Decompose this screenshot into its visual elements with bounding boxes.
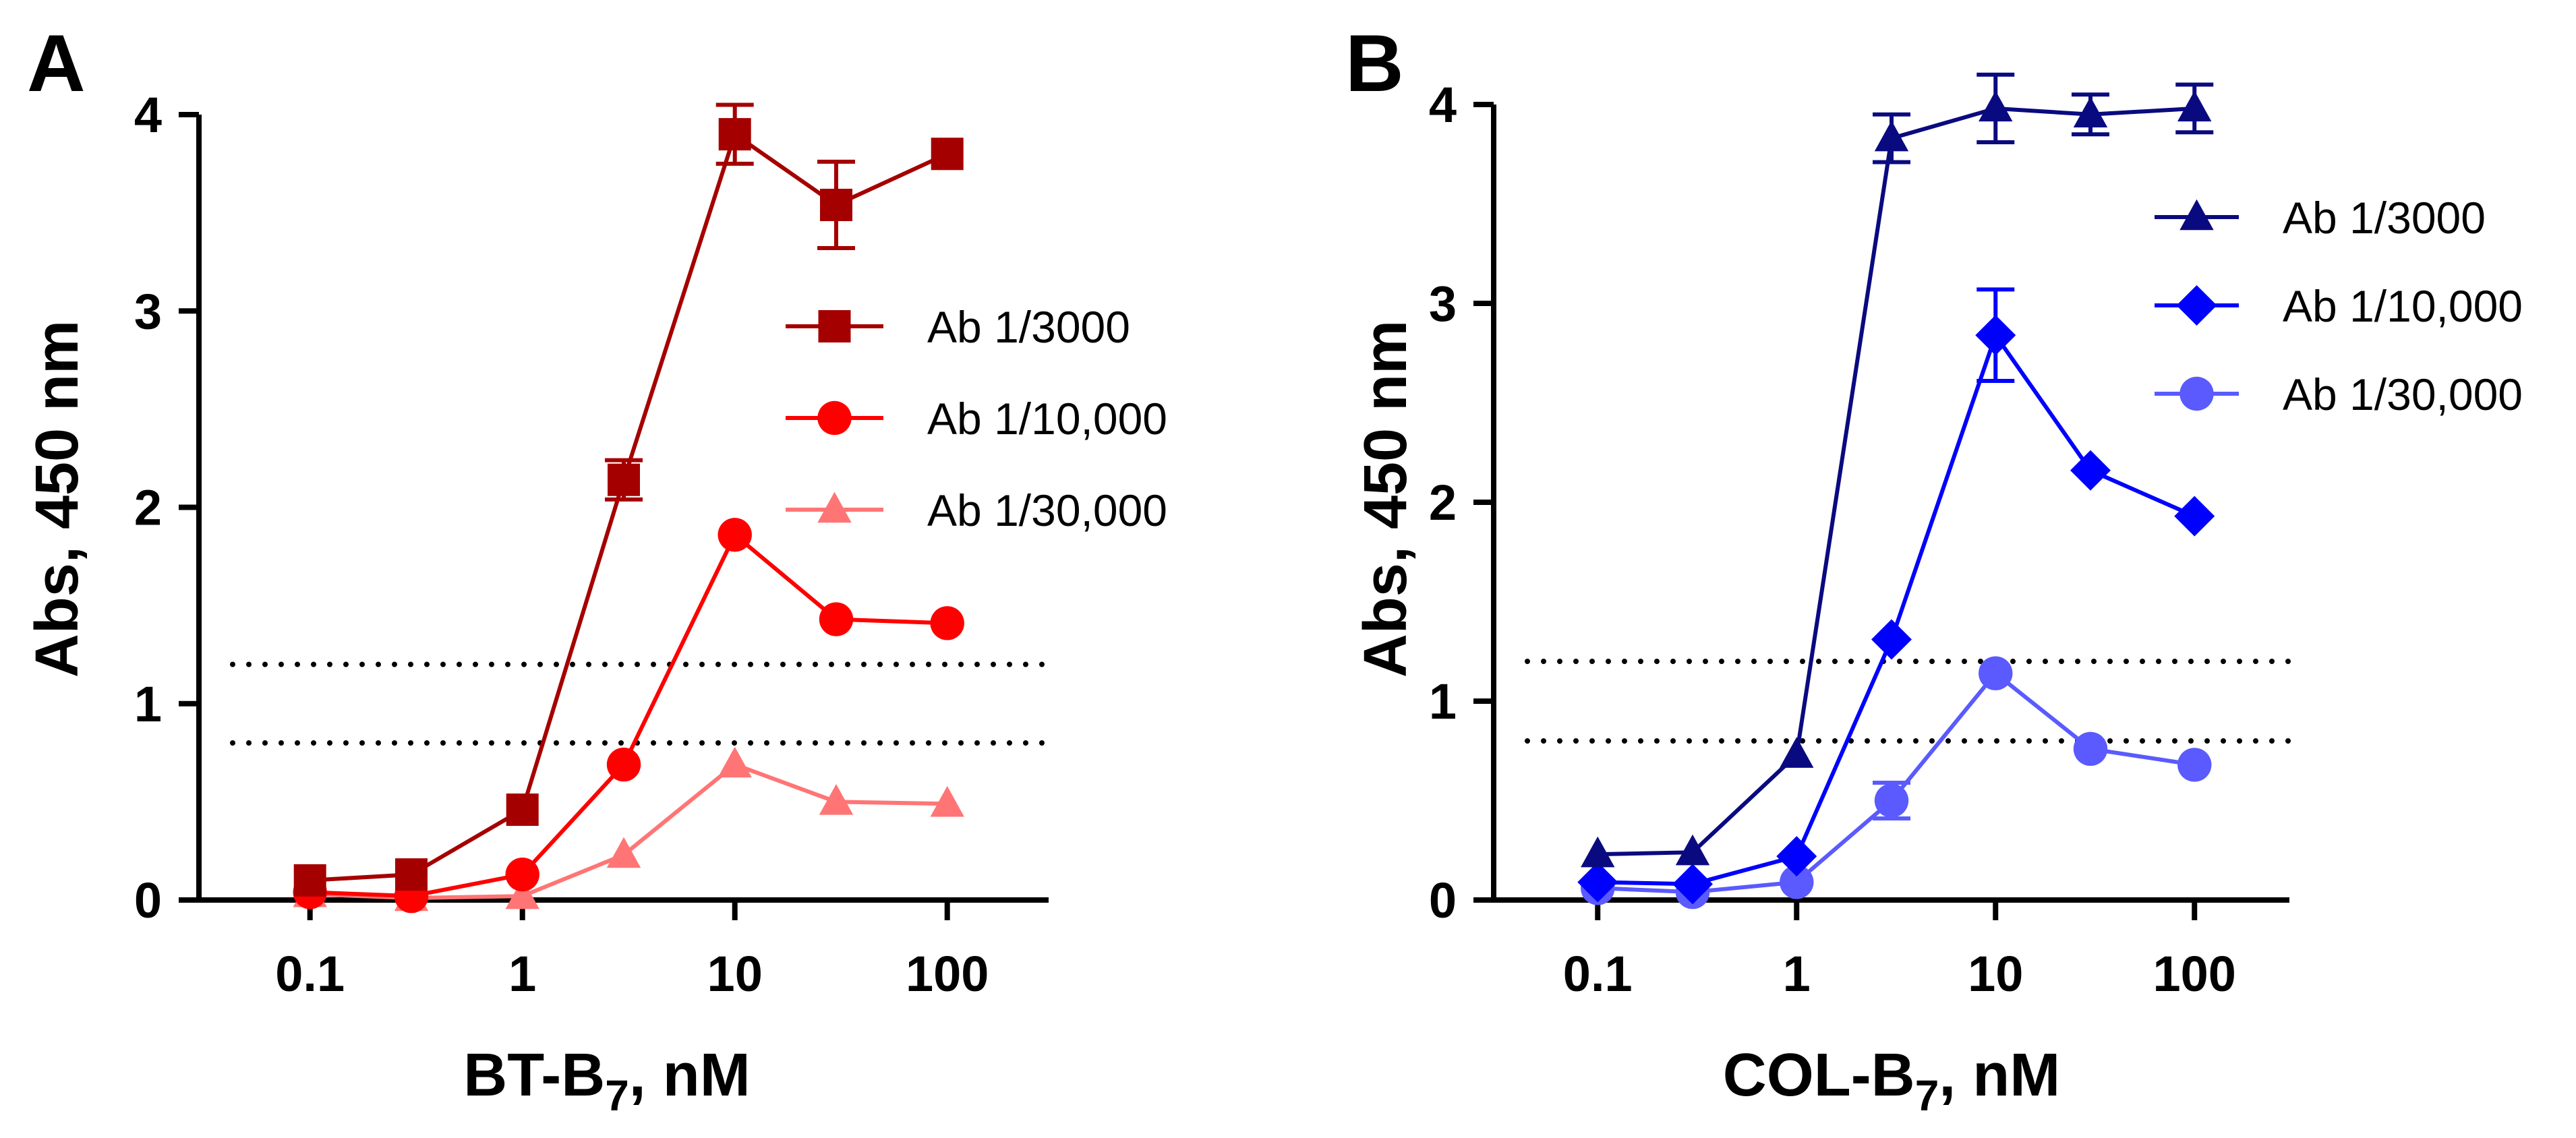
data-point-a-0-1	[395, 858, 428, 891]
data-point-a-2-6	[930, 785, 964, 817]
y-tick-label-a-2: 2	[134, 480, 162, 536]
data-point-b-0-3	[1874, 120, 1909, 152]
data-point-a-2-5	[819, 783, 854, 815]
data-point-b-2-6	[2177, 748, 2212, 782]
data-point-a-0-0	[293, 864, 326, 897]
x-axis-title-sub-b: 7	[1915, 1071, 1939, 1120]
data-point-b-0-1	[1675, 834, 1710, 866]
panel-label-a: A	[27, 18, 86, 109]
x-axis-title-b: COL-B7, nM	[1723, 1042, 2061, 1120]
legend-marker-a-0	[818, 310, 851, 342]
x-tick-label-a-2: 10	[707, 946, 763, 1002]
series-b-2	[1581, 656, 2212, 909]
panel-label-b: B	[1345, 18, 1404, 109]
data-point-a-0-5	[820, 188, 852, 221]
data-point-b-0-0	[1581, 836, 1615, 868]
legend-label-b-1: Ab 1/10,000	[2283, 281, 2523, 331]
x-tick-label-b-3: 100	[2153, 946, 2236, 1002]
data-point-a-0-4	[718, 118, 751, 151]
data-point-b-0-6	[2177, 90, 2212, 122]
legend-marker-b-1	[2176, 285, 2217, 326]
data-point-b-0-5	[2073, 96, 2108, 127]
y-tick-label-a-1: 1	[134, 676, 162, 732]
legend-marker-a-1	[817, 400, 852, 436]
y-tick-label-a-0: 0	[134, 872, 162, 928]
y-axis-title-b: Abs, 450 nm	[1352, 320, 1419, 678]
x-tick-label-b-0: 0.1	[1563, 946, 1633, 1002]
y-tick-label-b-3: 3	[1429, 276, 1457, 332]
data-point-b-1-4	[1975, 315, 2016, 356]
legend-marker-a-2	[817, 491, 852, 523]
y-tick-label-b-0: 0	[1429, 872, 1457, 928]
data-point-b-2-4	[1979, 656, 2013, 690]
legend-label-b-2: Ab 1/30,000	[2283, 369, 2523, 419]
data-point-a-1-4	[718, 518, 752, 552]
x-tick-label-a-3: 100	[906, 946, 989, 1002]
y-tick-label-b-1: 1	[1429, 673, 1457, 729]
panel-b: B Abs, 450 nm COL-B7, nM 0 1 2 3 4 0.1 1 10 100 A…	[1345, 18, 2523, 1120]
legend-marker-b-0	[2179, 199, 2214, 231]
data-point-b-1-0	[1577, 862, 1618, 903]
data-point-b-1-3	[1871, 619, 1912, 660]
x-tick-label-a-1: 1	[508, 946, 536, 1002]
legend-label-a-1: Ab 1/10,000	[927, 394, 1167, 444]
x-axis-title-suffix-a: , nM	[629, 1042, 751, 1109]
legend-b: Ab 1/3000 Ab 1/10,000 Ab 1/30,000	[2155, 193, 2523, 419]
legend-label-b-0: Ab 1/3000	[2283, 193, 2486, 243]
data-point-a-1-6	[930, 606, 964, 640]
data-point-b-1-5	[2070, 450, 2111, 491]
data-point-a-2-2	[505, 878, 539, 909]
y-tick-label-a-4: 4	[134, 87, 162, 143]
data-point-a-0-3	[608, 463, 640, 496]
data-point-a-1-2	[505, 857, 539, 892]
data-point-b-2-2	[1780, 865, 1814, 899]
data-point-a-0-6	[931, 138, 964, 171]
x-axis-title-main-b: COL-B	[1723, 1042, 1915, 1109]
series-a-0	[293, 102, 964, 897]
legend-a: Ab 1/3000 Ab 1/10,000 Ab 1/30,000	[786, 302, 1167, 535]
data-point-a-2-4	[718, 746, 752, 778]
series-b-0	[1581, 72, 2214, 868]
series-b-1	[1577, 287, 2215, 905]
data-point-b-2-3	[1874, 783, 1909, 818]
data-point-a-0-2	[506, 793, 539, 827]
data-point-b-1-6	[2174, 496, 2215, 537]
legend-label-a-2: Ab 1/30,000	[927, 485, 1167, 535]
legend-marker-b-2	[2179, 376, 2214, 411]
data-point-b-2-5	[2073, 731, 2108, 767]
data-point-b-0-4	[1979, 90, 2013, 122]
series-line-a-1	[310, 531, 947, 899]
data-point-a-2-3	[606, 837, 641, 868]
legend-label-a-0: Ab 1/3000	[927, 302, 1130, 352]
data-point-b-0-2	[1780, 737, 1814, 768]
y-axis-title-a: Abs, 450 nm	[24, 320, 91, 678]
data-point-b-1-2	[1776, 836, 1817, 877]
y-tick-label-b-4: 4	[1429, 77, 1457, 133]
data-point-a-1-3	[606, 747, 641, 782]
data-point-b-1-1	[1672, 864, 1713, 905]
data-point-a-1-5	[819, 602, 854, 636]
x-tick-label-a-0: 0.1	[275, 946, 345, 1002]
panel-a: A Abs, 450 nm BT-B7, nM 0 1 2 3 4 0.1 1 10 100 Ab…	[24, 18, 1167, 1120]
x-tick-label-b-2: 10	[1968, 946, 2023, 1002]
x-axis-title-a: BT-B7, nM	[463, 1042, 751, 1120]
y-tick-label-b-2: 2	[1429, 475, 1457, 531]
x-tick-label-b-1: 1	[1783, 946, 1811, 1002]
x-axis-title-sub-a: 7	[605, 1071, 629, 1120]
x-axis-title-main-a: BT-B	[463, 1042, 605, 1109]
x-axis-title-suffix-b: , nM	[1939, 1042, 2060, 1109]
y-tick-label-a-3: 3	[134, 283, 162, 339]
